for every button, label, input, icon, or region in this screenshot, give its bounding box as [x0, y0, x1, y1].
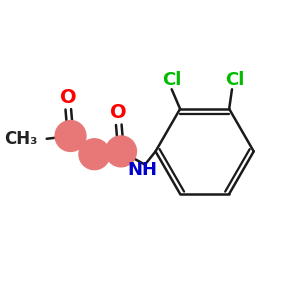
Circle shape	[106, 136, 136, 167]
Text: Cl: Cl	[225, 71, 244, 89]
Text: NH: NH	[127, 160, 157, 178]
Text: O: O	[110, 103, 127, 122]
Circle shape	[55, 121, 86, 152]
Circle shape	[79, 139, 110, 169]
Text: Cl: Cl	[162, 71, 181, 89]
Text: O: O	[60, 88, 76, 107]
Text: CH₃: CH₃	[4, 130, 38, 148]
